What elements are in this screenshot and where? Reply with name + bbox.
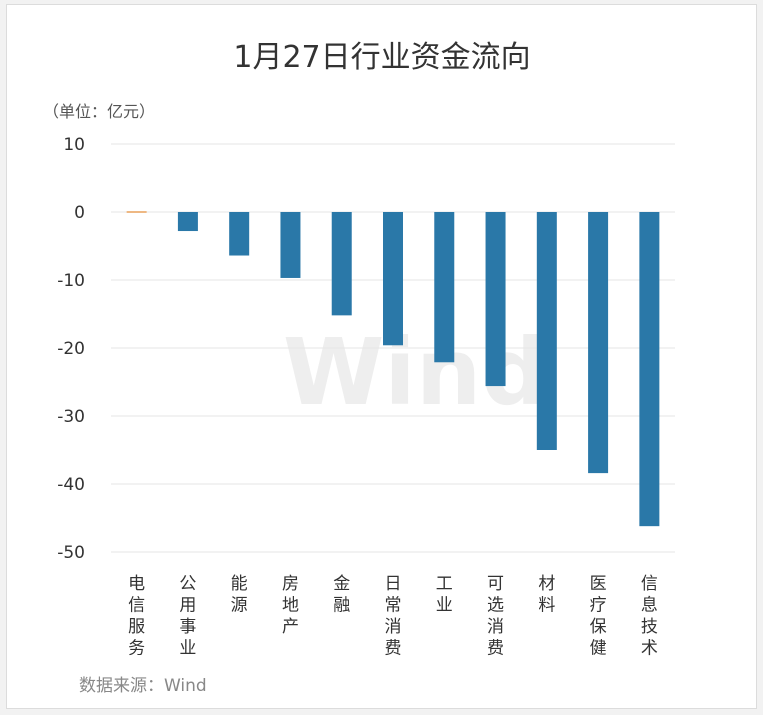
watermark: Wind xyxy=(283,319,547,426)
category-label: 金融 xyxy=(333,574,350,616)
y-tick-label: -10 xyxy=(57,271,85,291)
bars xyxy=(126,211,660,527)
category-label: 房地产 xyxy=(282,574,299,637)
y-tick-label: -30 xyxy=(57,407,85,427)
x-axis-categories: 电信服务 公用事业 能源 房地产 金融 日常消费 工业 可选消费 材料 医疗保健 信息技术 xyxy=(128,574,658,659)
bar xyxy=(434,212,455,363)
source-note: 数据来源：Wind xyxy=(79,676,207,696)
category-label: 材料 xyxy=(538,574,555,616)
bar xyxy=(536,212,557,450)
bar xyxy=(331,212,352,316)
chart-title: 1月27日行业资金流向 xyxy=(233,40,530,75)
category-label: 电信服务 xyxy=(128,574,145,659)
y-tick-label: -50 xyxy=(57,543,85,563)
chart-card: Wind 1月27日行业资金流向 （单位：亿元） 10 0 -10 -20 -30 -40… xyxy=(6,4,757,709)
bar xyxy=(126,211,147,213)
bar xyxy=(383,212,403,346)
bar xyxy=(229,212,250,256)
y-tick-label: -40 xyxy=(57,475,85,495)
category-label: 日常消费 xyxy=(385,574,402,659)
bar xyxy=(280,212,301,278)
bar-chart: Wind 1月27日行业资金流向 （单位：亿元） 10 0 -10 -20 -30 -40… xyxy=(43,40,675,696)
y-tick-label: 10 xyxy=(63,135,85,155)
category-label: 工业 xyxy=(436,574,453,616)
category-label: 医疗保健 xyxy=(590,574,607,659)
y-tick-label: -20 xyxy=(57,339,85,359)
bar xyxy=(485,212,506,387)
unit-label: （单位：亿元） xyxy=(43,102,155,121)
category-label: 可选消费 xyxy=(487,574,504,659)
y-axis-ticks: 10 0 -10 -20 -30 -40 -50 xyxy=(57,135,85,563)
category-label: 公用事业 xyxy=(179,574,196,659)
y-tick-label: 0 xyxy=(74,203,85,223)
bar xyxy=(177,212,198,232)
bar xyxy=(639,212,660,527)
bar xyxy=(588,212,609,474)
category-label: 信息技术 xyxy=(641,574,658,659)
category-label: 能源 xyxy=(231,574,248,616)
